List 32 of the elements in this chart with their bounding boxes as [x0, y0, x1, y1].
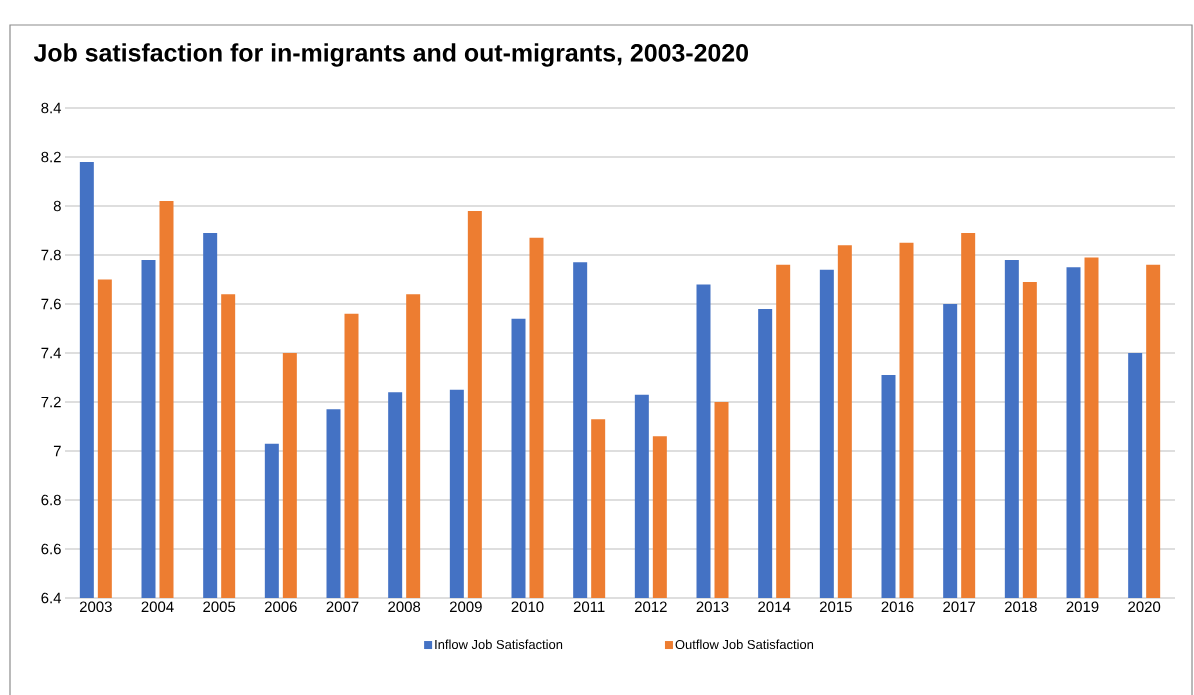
x-tick-label: 2003	[79, 601, 112, 613]
x-tick-label: 2009	[449, 601, 482, 613]
x-tick-label: 2018	[1004, 601, 1037, 613]
x-tick-label: 2005	[203, 601, 236, 613]
x-tick-label: 2017	[943, 601, 976, 613]
legend-label: Outflow Job Satisfaction	[675, 639, 814, 650]
y-tick-label: 8	[53, 200, 61, 212]
x-tick-label: 2019	[1066, 601, 1099, 613]
x-tick-label: 2007	[326, 601, 359, 613]
x-tick-label: 2010	[511, 601, 544, 613]
x-tick-label: 2012	[634, 601, 667, 613]
y-tick-label: 8.2	[41, 151, 61, 163]
y-tick-label: 6.4	[41, 592, 62, 604]
chart-title: Job satisfaction for in-migrants and out-migrants, 2003-2020	[33, 43, 748, 67]
y-tick-label: 7.6	[41, 298, 61, 310]
y-tick-label: 6.8	[41, 494, 61, 506]
x-tick-label: 2008	[388, 601, 421, 613]
x-tick-label: 2016	[881, 601, 914, 613]
legend-label: Inflow Job Satisfaction	[435, 639, 563, 650]
y-tick-label: 7	[53, 445, 61, 457]
y-tick-label: 7.8	[41, 249, 61, 261]
y-tick-label: 7.4	[41, 347, 62, 359]
y-tick-label: 6.6	[41, 543, 61, 555]
x-tick-label: 2011	[573, 601, 605, 613]
x-tick-label: 2013	[696, 601, 729, 613]
x-tick-label: 2004	[141, 601, 174, 613]
x-tick-label: 2020	[1128, 601, 1161, 613]
y-tick-label: 7.2	[41, 396, 61, 408]
y-tick-label: 8.4	[41, 102, 62, 114]
x-tick-label: 2015	[819, 601, 852, 613]
x-tick-label: 2006	[264, 601, 297, 613]
x-tick-label: 2014	[758, 601, 791, 613]
